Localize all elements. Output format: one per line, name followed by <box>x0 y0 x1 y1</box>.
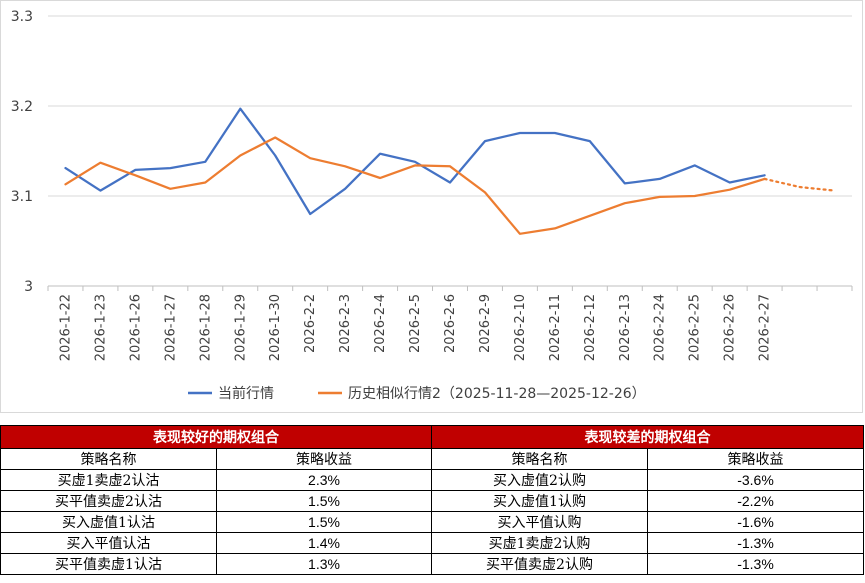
good-strategy-return: 1.5% <box>216 490 432 512</box>
series-line-1-projection <box>763 177 836 192</box>
y-tick-label: 3.3 <box>11 9 33 25</box>
x-tick-label: 2026-2-27 <box>758 294 773 361</box>
bad-strategy-return: -1.3% <box>647 553 864 575</box>
table-row: 买入虚值1认沽 1.5% 买入平值认购 -1.6% <box>0 511 864 533</box>
table-row: 买平值卖虚2认沽 1.5% 买入虚值1认购 -2.2% <box>0 490 864 512</box>
x-tick-label: 2026-2-11 <box>548 294 563 361</box>
bad-strategy-return: -1.3% <box>647 532 864 554</box>
y-tick-label: 3.2 <box>11 99 33 115</box>
x-tick-label: 2026-2-25 <box>688 294 703 361</box>
x-tick-labels: 2026-1-22 2026-1-23 2026-1-26 2026-1-27 2026… <box>47 286 853 361</box>
x-tick-label: 2026-2-6 <box>443 294 458 353</box>
x-tick-label: 2026-2-10 <box>513 294 528 361</box>
table-header-row: 表现较好的期权组合 表现较差的期权组合 <box>0 425 864 449</box>
series-line-1 <box>64 136 766 235</box>
options-tables: 表现较好的期权组合 表现较差的期权组合 策略名称 策略收益 策略名称 策略收益 … <box>0 425 865 575</box>
bad-strategy-name: 买虚1卖虚2认购 <box>431 532 648 554</box>
x-tick-label: 2026-1-26 <box>128 294 143 361</box>
bad-strategy-name: 买平值卖虚2认购 <box>431 553 648 575</box>
y-tick-label: 3.1 <box>11 189 33 205</box>
x-tick-label: 2026-1-29 <box>233 294 248 361</box>
good-strategy-name: 买平值卖虚1认沽 <box>0 553 217 575</box>
bad-strategy-return: -3.6% <box>647 469 864 491</box>
bad-strategy-name: 买入平值认购 <box>431 511 648 533</box>
gridlines <box>48 15 852 287</box>
x-tick-label: 2026-2-3 <box>338 294 353 353</box>
x-tick-label: 2026-1-23 <box>93 294 108 361</box>
legend: 当前行情 历史相似行情2（2025-11-28—2025-12-26） <box>188 385 646 402</box>
good-strategy-name: 买入平值认沽 <box>0 532 217 554</box>
bad-col-return: 策略收益 <box>647 448 864 470</box>
good-strategy-name: 买虚1卖虚2认沽 <box>0 469 217 491</box>
good-strategy-name: 买入虚值1认沽 <box>0 511 217 533</box>
table-row: 买虚1卖虚2认沽 2.3% 买入虚值2认购 -3.6% <box>0 469 864 491</box>
x-tick-label: 2026-2-26 <box>723 294 738 361</box>
legend-label: 历史相似行情2（2025-11-28—2025-12-26） <box>348 386 646 402</box>
x-tick-label: 2026-1-30 <box>268 294 283 361</box>
bad-strategy-name: 买入虚值2认购 <box>431 469 648 491</box>
chart-area: 3.3 3.2 3.1 3 2026-1-22 2026-1-23 2026-1-26 20… <box>0 0 863 413</box>
series-line-0 <box>64 107 766 216</box>
good-strategy-return: 1.5% <box>216 511 432 533</box>
good-strategy-return: 2.3% <box>216 469 432 491</box>
x-tick-label: 2026-2-4 <box>373 294 388 353</box>
series-lines <box>64 107 836 235</box>
bad-col-name: 策略名称 <box>431 448 648 470</box>
bad-strategy-return: -1.6% <box>647 511 864 533</box>
legend-label: 当前行情 <box>218 385 274 402</box>
table-row: 买平值卖虚1认沽 1.3% 买平值卖虚2认购 -1.3% <box>0 553 864 575</box>
x-tick-label: 2026-1-22 <box>58 294 73 361</box>
good-col-name: 策略名称 <box>0 448 217 470</box>
x-tick-label: 2026-2-13 <box>618 294 633 361</box>
good-table-title: 表现较好的期权组合 <box>0 425 432 449</box>
table-row: 买入平值认沽 1.4% 买虚1卖虚2认购 -1.3% <box>0 532 864 554</box>
line-chart: 3.33.23.13 2026-1-22 2026-1-23 2026-1-26 20… <box>11 9 853 402</box>
good-strategy-return: 1.3% <box>216 553 432 575</box>
options-table: 表现较好的期权组合 表现较差的期权组合 策略名称 策略收益 策略名称 策略收益 … <box>0 425 864 575</box>
x-tick-label: 2026-2-24 <box>653 294 668 361</box>
x-tick-label: 2026-2-9 <box>478 294 493 353</box>
x-tick-label: 2026-2-12 <box>583 294 598 361</box>
y-tick-labels: 3.3 3.2 3.1 3 <box>11 9 33 295</box>
good-strategy-name: 买平值卖虚2认沽 <box>0 490 217 512</box>
bad-table-title: 表现较差的期权组合 <box>431 425 864 449</box>
chart-frame <box>0 0 863 413</box>
bad-strategy-return: -2.2% <box>647 490 864 512</box>
table-column-row: 策略名称 策略收益 策略名称 策略收益 <box>0 448 864 470</box>
x-tick-label: 2026-1-28 <box>198 294 213 361</box>
bad-strategy-name: 买入虚值1认购 <box>431 490 648 512</box>
x-tick-label: 2026-2-5 <box>408 294 423 353</box>
x-tick-label: 2026-2-2 <box>303 294 318 353</box>
x-tick-label: 2026-1-27 <box>163 294 178 361</box>
good-strategy-return: 1.4% <box>216 532 432 554</box>
good-col-return: 策略收益 <box>216 448 432 470</box>
y-tick-label: 3 <box>24 279 33 295</box>
